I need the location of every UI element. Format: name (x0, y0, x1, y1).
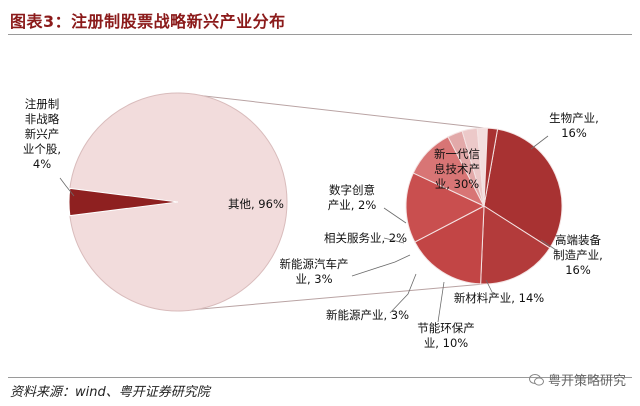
leader-sub-slice (530, 135, 549, 150)
source-note: 资料来源：wind、粤开证券研究院 (10, 385, 210, 400)
label-sub-slice: 新一代信息技术产业, 30% (434, 147, 480, 191)
watermark: 粤开策略研究 (528, 370, 626, 389)
watermark-text: 粤开策略研究 (547, 374, 626, 389)
label-sub-slice: 数字创意产业, 2% (328, 183, 377, 212)
sub-pie-slice (483, 127, 499, 207)
source-divider (8, 377, 632, 378)
pie-slice-other (69, 92, 288, 312)
data-labels: 其他, 96% 注册制非战略新兴产业个股, 4% 新一代信息技术产业, 30% 生物产业… (23, 97, 603, 350)
sub-pie-slice (405, 172, 486, 243)
pie-of-pie-chart: 其他, 96% 注册制非战略新兴产业个股, 4% 新一代信息技术产业, 30% 生物产业… (23, 92, 603, 350)
leader-sub-slice (540, 239, 557, 251)
label-sub-slice: 新能源汽车产业, 3% (280, 257, 349, 286)
leader-sub-slice (485, 279, 494, 295)
main-pie (68, 92, 288, 312)
label-sub-slice: 相关服务业, 2% (324, 231, 407, 245)
leader-sub-slice (389, 273, 417, 314)
label-sub-slice: 新能源产业, 3% (326, 308, 409, 322)
wechat-icon (528, 373, 544, 386)
label-sub-slice: 新材料产业, 14% (454, 291, 544, 305)
leader-sub-slice (383, 207, 407, 224)
leader-sub-slice (437, 281, 445, 323)
label-sub-slice: 节能环保产业, 10% (417, 321, 475, 350)
leader-sub-slice (351, 254, 411, 277)
connector-lines (177, 92, 485, 312)
label-other: 其他, 96% (228, 197, 284, 211)
leader-non-strategic (59, 177, 75, 197)
connector-line-top (177, 92, 485, 129)
title-divider (8, 34, 632, 35)
label-sub-slice: 高端装备制造产业, 16% (553, 233, 603, 277)
label-sub-slice: 生物产业, 16% (549, 111, 599, 140)
sub-pie-slice (480, 205, 551, 285)
label-non-strategic: 注册制非战略新兴产业个股, 4% (23, 97, 61, 171)
connector-line-bottom (177, 283, 485, 312)
leader-sub-slice (383, 237, 405, 244)
pie-slice-non-strategic (68, 187, 179, 217)
sub-pie (405, 127, 563, 285)
sub-pie-slice (414, 205, 485, 285)
chart-title: 图表3：注册制股票战略新兴产业分布 (10, 12, 286, 31)
